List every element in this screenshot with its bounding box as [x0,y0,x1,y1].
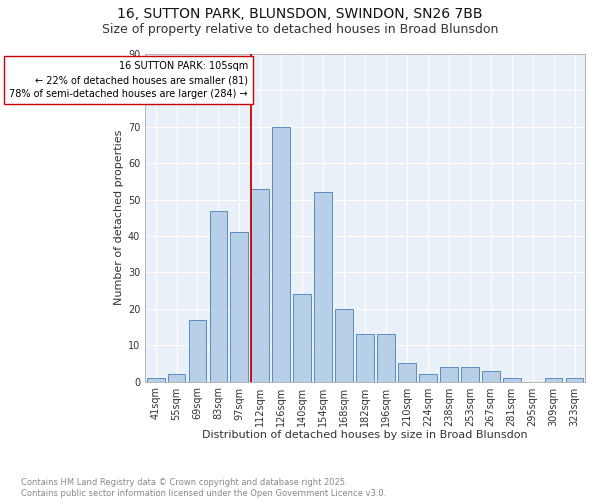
Bar [566,378,583,382]
Y-axis label: Number of detached properties: Number of detached properties [114,130,124,306]
X-axis label: Distribution of detached houses by size in Broad Blunsdon: Distribution of detached houses by size … [202,430,528,440]
Bar [251,188,269,382]
Bar [167,374,185,382]
Bar [146,378,164,382]
Bar [440,367,458,382]
Bar [482,370,500,382]
Text: Contains HM Land Registry data © Crown copyright and database right 2025.
Contai: Contains HM Land Registry data © Crown c… [21,478,386,498]
Bar [293,294,311,382]
Bar [356,334,374,382]
Bar [335,309,353,382]
Bar [230,232,248,382]
Bar [209,210,227,382]
Bar [314,192,332,382]
Text: 16 SUTTON PARK: 105sqm
← 22% of detached houses are smaller (81)
78% of semi-det: 16 SUTTON PARK: 105sqm ← 22% of detached… [9,62,248,100]
Bar [461,367,479,382]
Bar [398,364,416,382]
Bar [377,334,395,382]
Bar [272,127,290,382]
Bar [419,374,437,382]
Text: 16, SUTTON PARK, BLUNSDON, SWINDON, SN26 7BB: 16, SUTTON PARK, BLUNSDON, SWINDON, SN26… [117,8,483,22]
Bar [545,378,562,382]
Text: Size of property relative to detached houses in Broad Blunsdon: Size of property relative to detached ho… [102,22,498,36]
Bar [188,320,206,382]
Bar [503,378,521,382]
